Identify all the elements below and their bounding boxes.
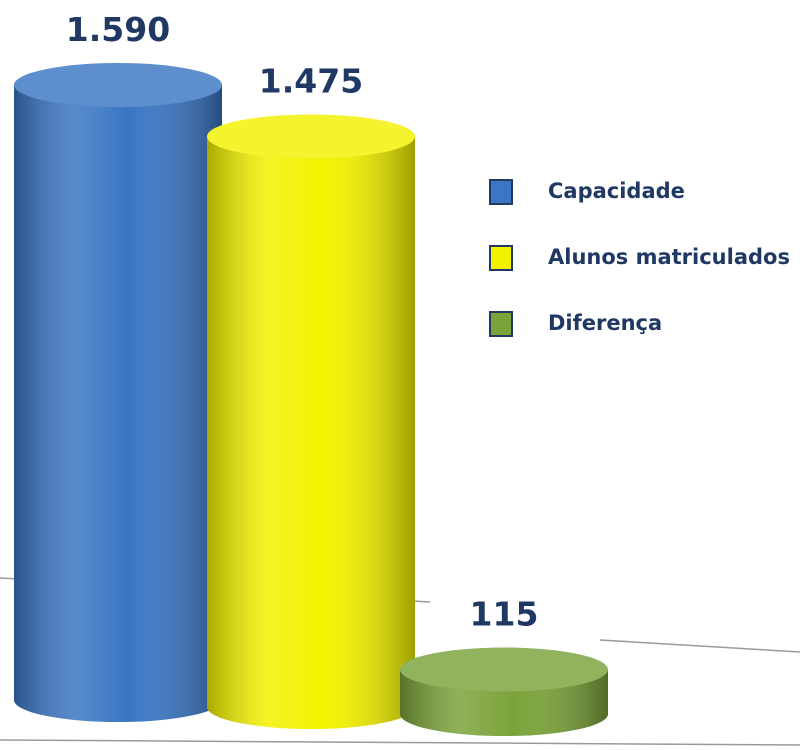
legend: Capacidade Alunos matriculados Diferença xyxy=(489,179,790,337)
value-label: 115 xyxy=(470,595,539,634)
bar-top xyxy=(14,63,222,107)
legend-swatch xyxy=(489,245,513,271)
legend-label: Alunos matriculados xyxy=(548,245,790,269)
value-label: 1.475 xyxy=(259,61,363,100)
bar-shade xyxy=(14,85,222,722)
legend-label: Capacidade xyxy=(548,179,685,203)
bar-top-highlight xyxy=(14,63,222,107)
bar-shade xyxy=(207,136,415,729)
value-label: 1.590 xyxy=(66,10,170,49)
legend-label: Diferença xyxy=(548,311,662,335)
plot: 1.590 1.475 115 xyxy=(14,10,608,736)
legend-swatch xyxy=(489,179,513,205)
bar-top xyxy=(400,647,608,692)
bar-top xyxy=(207,114,415,159)
bar-top-highlight xyxy=(400,647,608,692)
legend-swatch xyxy=(489,311,513,337)
bar-top-highlight xyxy=(207,114,415,159)
